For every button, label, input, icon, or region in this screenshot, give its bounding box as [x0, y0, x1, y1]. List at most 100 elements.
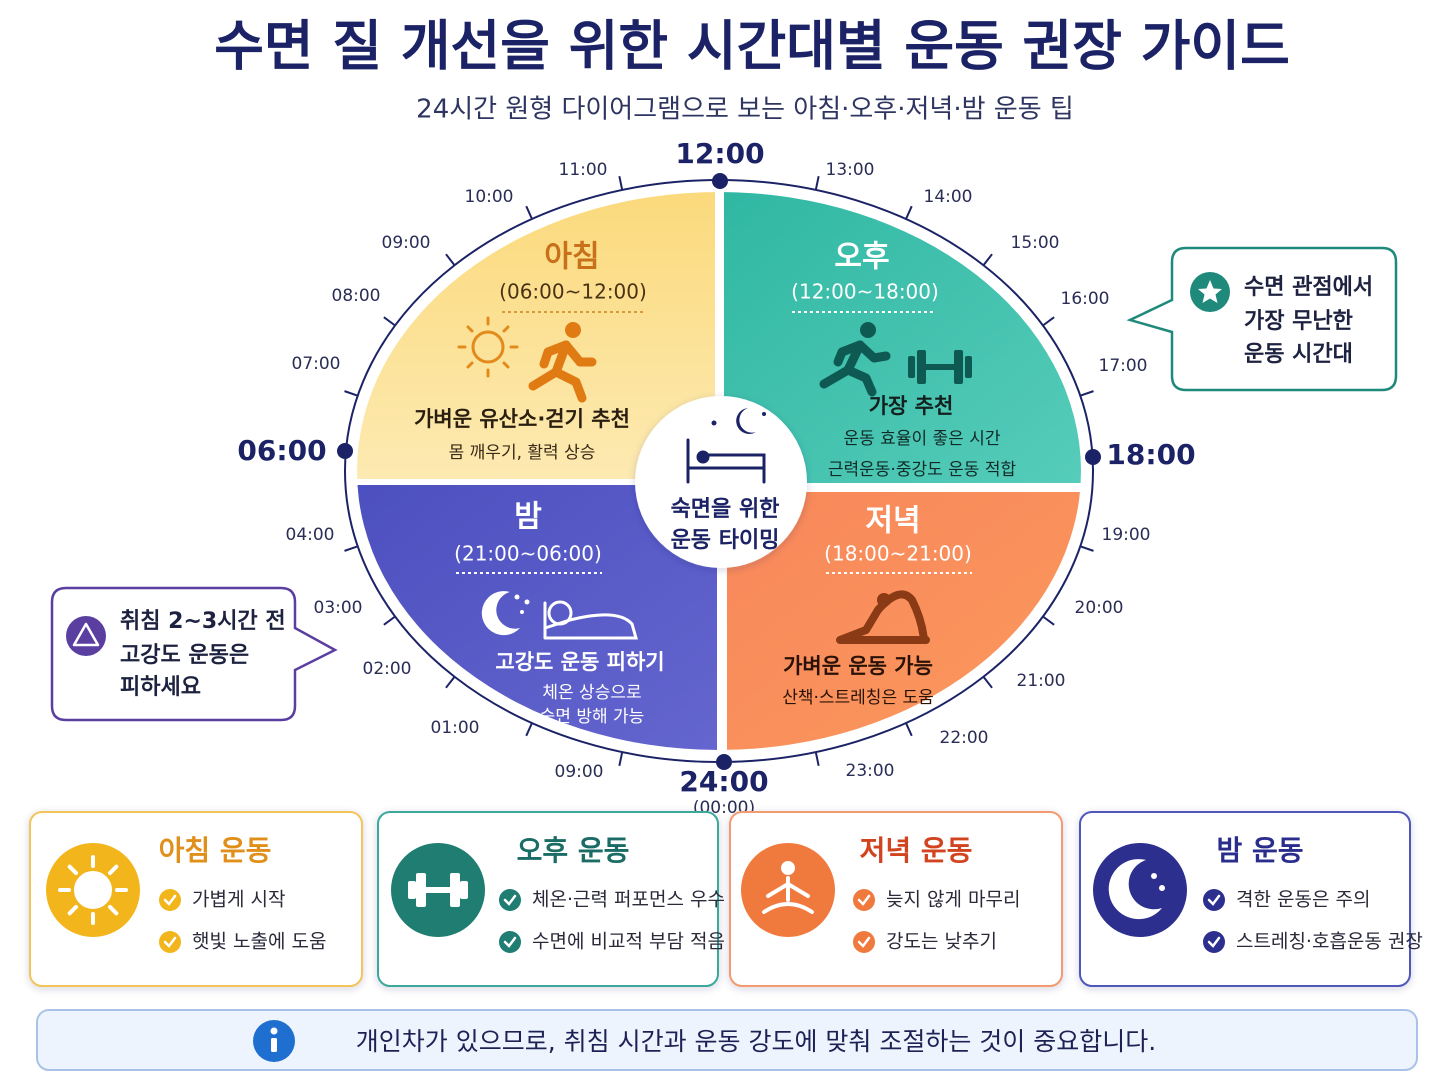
tick	[525, 722, 533, 737]
dot	[1085, 449, 1101, 465]
card-item: 강도는 낮추기	[886, 931, 997, 953]
info-icon	[270, 1027, 278, 1035]
stretch-icon-part	[836, 606, 930, 644]
quadrant-time: (21:00~06:00)	[454, 542, 602, 566]
runner-icon-part	[860, 322, 876, 338]
dumbbell-icon-part	[908, 356, 915, 378]
title: 수면 질 개선을 위한 시간대별 운동 권장 가이드	[214, 15, 1290, 78]
hour-label: 16:00	[1061, 289, 1110, 309]
tick	[525, 205, 533, 220]
hour-label: 21:00	[1017, 671, 1066, 691]
hour-label: 08:00	[332, 286, 381, 306]
hour-label: 01:00	[431, 718, 480, 738]
major-hour: 18:00	[1106, 438, 1195, 471]
callout-text: 취침 2~3시간 전	[120, 609, 286, 634]
stars-part	[762, 412, 766, 416]
callout-text: 피하세요	[120, 675, 201, 700]
sun-ray	[107, 864, 119, 876]
card-icon	[1108, 859, 1165, 920]
tick	[905, 722, 913, 737]
runner-icon-part	[833, 340, 865, 367]
major-hour: 24:00	[679, 765, 768, 798]
weight	[416, 873, 426, 907]
check-badge	[1203, 889, 1225, 911]
major-dots	[337, 173, 1101, 770]
tick	[1079, 390, 1094, 397]
sun-icon-part	[502, 361, 510, 369]
sun-icon	[457, 316, 519, 378]
card-item: 수면에 비교적 부담 적음	[532, 931, 725, 953]
hour-label: 15:00	[1011, 233, 1060, 253]
hour-label: 09:00	[555, 762, 604, 782]
quadrant-headline: 가벼운 운동 가능	[783, 654, 933, 678]
quadrant-time: (18:00~21:00)	[824, 542, 972, 566]
check-badge	[853, 889, 875, 911]
tick	[905, 205, 913, 220]
card-title: 저녁 운동	[860, 834, 973, 867]
tick	[383, 615, 396, 626]
sun-icon-part	[502, 325, 510, 333]
quadrant-headline: 고강도 운동 피하기	[495, 650, 664, 674]
hour-label: 02:00	[363, 659, 412, 679]
sun-core	[74, 871, 112, 909]
stars	[514, 594, 530, 614]
sun-icon-part	[466, 361, 474, 369]
callout-text: 가장 무난한	[1244, 309, 1353, 334]
stars-part	[711, 420, 717, 426]
dumbbell-icon-part	[926, 364, 954, 370]
runner-icon-part	[843, 340, 877, 397]
hour-label: 14:00	[924, 187, 973, 207]
card-icon-bg	[1093, 843, 1187, 937]
tick	[1079, 545, 1094, 552]
quadrant-title: 오후	[834, 240, 889, 275]
hour-label: 19:00	[1102, 525, 1151, 545]
tick	[344, 390, 359, 397]
major-hour: 06:00	[237, 434, 326, 467]
hour-labels: 12:00 18:00 24:00 06:00 13:00 14:00 15:00 16:00…	[237, 137, 1195, 798]
check-mark	[857, 894, 871, 906]
stars	[711, 412, 766, 426]
runner-icon-part	[565, 322, 581, 338]
weight	[460, 881, 468, 899]
check-mark	[163, 894, 177, 906]
hour-label: 22:00	[940, 728, 989, 748]
hour-label: 04:00	[286, 525, 335, 545]
footer-bar	[36, 1009, 1418, 1071]
check-mark	[1207, 936, 1221, 948]
check-mark	[163, 936, 177, 948]
subtitle: 24시간 원형 다이어그램으로 보는 아침·오후·저녁·밤 운동 팁	[416, 95, 1074, 125]
sun-ray	[67, 904, 79, 916]
dot	[716, 754, 732, 770]
card-icon	[58, 855, 128, 925]
moon-icon	[481, 591, 520, 636]
stretch-icon-part	[874, 590, 928, 644]
tick	[982, 676, 993, 689]
callout-text: 운동 시간대	[1244, 342, 1353, 367]
sun-icon-part	[471, 330, 505, 364]
info-icon	[271, 1038, 277, 1052]
check-mark	[1207, 894, 1221, 906]
card-icon	[408, 873, 468, 907]
sleeper-icon	[543, 600, 638, 640]
quadrant-headline: 가장 추천	[869, 394, 954, 418]
tick	[814, 751, 820, 766]
card-item: 격한 운동은 주의	[1236, 889, 1370, 911]
runner-icon-part	[819, 365, 853, 389]
tick	[982, 253, 993, 266]
moon-icon	[736, 408, 756, 434]
card-title: 오후 운동	[517, 834, 630, 867]
hour-label: 10:00	[465, 187, 514, 207]
tick	[1042, 615, 1055, 626]
runner-icon-part	[539, 340, 571, 369]
tick	[814, 176, 820, 191]
check-mark	[857, 936, 871, 948]
tick	[445, 253, 456, 266]
card-title: 밤 운동	[1216, 834, 1303, 867]
check-badge	[499, 889, 521, 911]
dumbbell-icon-part	[954, 350, 963, 384]
head	[781, 861, 795, 875]
